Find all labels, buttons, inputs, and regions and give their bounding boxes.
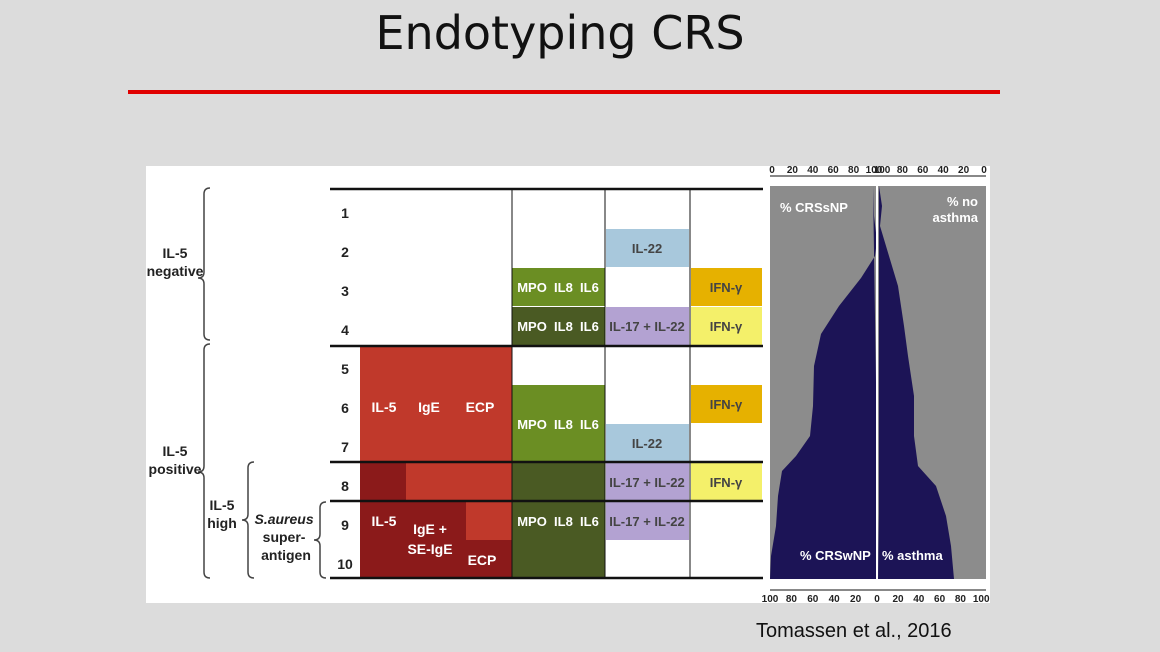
text-ige: IgE [418, 399, 440, 415]
cell-ifn-row4 [691, 307, 762, 345]
axis-bottom-tick: 100 [762, 594, 779, 603]
text-ecp: ECP [466, 399, 495, 415]
row-number-10: 10 [337, 556, 353, 572]
cell-mpo-row4 [512, 307, 605, 345]
row-number-4: 4 [341, 322, 349, 338]
text-ige-se: IgE + SE-IgE [407, 521, 452, 557]
row-number-5: 5 [341, 361, 349, 377]
cell-mpo-row3 [512, 268, 605, 306]
axis-bottom-tick: 20 [892, 594, 904, 603]
axis-top-tick: 20 [958, 166, 970, 176]
label-il5-high: IL-5 high [207, 497, 237, 531]
cell-ifn-row3 [691, 268, 762, 306]
text-ifn-row4: IFN-γ [710, 319, 743, 334]
cell-mpo-row6-7 [512, 385, 605, 462]
axis-top-tick: 20 [787, 166, 799, 176]
group-brackets [197, 187, 327, 579]
axis-top-tick: 0 [769, 166, 775, 176]
axis-top-tick: 60 [917, 166, 929, 176]
text-ecp-low: ECP [468, 552, 497, 568]
cell-il17-row4 [606, 307, 689, 345]
profile-crswnp-area [770, 186, 879, 579]
label-il5-negative: IL-5 negative [147, 245, 204, 279]
text-il22-row2: IL-22 [632, 241, 662, 256]
text-ifn-row3: IFN-γ [710, 280, 743, 295]
row-numbers: 1 2 3 4 5 6 7 8 9 10 [337, 205, 353, 572]
axis-top-tick: 60 [828, 166, 840, 176]
cell-th2-row8-dark [360, 463, 406, 501]
row-number-2: 2 [341, 244, 349, 260]
axis-bottom-tick: 40 [829, 594, 841, 603]
cell-il17-row9 [606, 502, 689, 540]
citation: Tomassen et al., 2016 [756, 620, 952, 642]
text-mpo-row9: MPO IL8 IL6 [517, 514, 599, 529]
axis-top-tick: 0 [981, 166, 987, 176]
axis-bottom-tick: 100 [973, 594, 990, 603]
bracket-il5-negative [197, 187, 211, 341]
row-number-7: 7 [341, 439, 349, 455]
label-crswnp: % CRSwNP [800, 548, 871, 563]
bracket-il5-positive [197, 343, 211, 579]
label-saureus: S.aureus super- antigen [254, 511, 317, 563]
row-number-9: 9 [341, 517, 349, 533]
endotype-figure: IL-5 negative IL-5 positive IL-5 high S.aur… [146, 166, 990, 603]
text-mpo-row6-7: MPO IL8 IL6 [517, 417, 599, 432]
cell-il22-row2 [606, 229, 689, 267]
cell-il17-row8 [606, 463, 689, 501]
cell-ifn-row8 [691, 463, 762, 501]
text-mpo-row3: MPO IL8 IL6 [517, 280, 599, 295]
text-mpo-row4: MPO IL8 IL6 [517, 319, 599, 334]
profile-asthma-area [879, 186, 954, 579]
label-il5-positive: IL-5 positive [149, 443, 202, 477]
slide-title: Endotyping CRS [375, 6, 745, 60]
axis-bottom-tick: 40 [913, 594, 925, 603]
label-no-asthma: % no asthma [932, 194, 978, 225]
axis-top-tick: 40 [938, 166, 950, 176]
axis-top-tick: 100 [866, 166, 883, 176]
axis-top-tick: 40 [807, 166, 819, 176]
text-il17-row4: IL-17 + IL-22 [609, 319, 685, 334]
row-number-8: 8 [341, 478, 349, 494]
table-grid [330, 187, 763, 580]
text-il5: IL-5 [372, 399, 397, 415]
label-asthma: % asthma [882, 548, 943, 563]
bracket-saureus [313, 501, 327, 579]
profile-bottom-axis: 100 80 60 40 20 0 20 40 60 80 100 [762, 594, 990, 603]
cell-th2-row8 [406, 463, 512, 501]
text-il17-row8: IL-17 + IL-22 [609, 475, 685, 490]
axis-bottom-tick: 60 [934, 594, 946, 603]
text-il22-row7: IL-22 [632, 436, 662, 451]
text-ifn-row8: IFN-γ [710, 475, 743, 490]
title-divider [128, 90, 1000, 94]
profile-chart: % CRSsNP % no asthma % CRSwNP % asthma 0 2… [762, 166, 990, 603]
endotype-diagram: IL-5 negative IL-5 positive IL-5 high S.aur… [147, 166, 990, 603]
axis-bottom-tick: 0 [874, 594, 880, 603]
row-number-6: 6 [341, 400, 349, 416]
axis-bottom-tick: 60 [807, 594, 819, 603]
axis-bottom-tick: 80 [955, 594, 967, 603]
axis-top-tick: 80 [897, 166, 909, 176]
cell-th2-low-red [466, 502, 512, 540]
cell-il22-row7 [606, 424, 689, 462]
row-number-3: 3 [341, 283, 349, 299]
axis-top-tick: 100 [874, 166, 891, 176]
axis-bottom-tick: 80 [786, 594, 798, 603]
label-crssnp: % CRSsNP [780, 200, 848, 215]
text-il17-row9: IL-17 + IL-22 [609, 514, 685, 529]
axis-bottom-tick: 20 [850, 594, 862, 603]
cell-mpo-row8-10 [512, 463, 605, 578]
text-il5-low: IL-5 [372, 513, 397, 529]
row-number-1: 1 [341, 205, 349, 221]
cell-th2-block [360, 346, 512, 461]
cell-ifn-row6 [691, 385, 762, 423]
text-ifn-row6: IFN-γ [710, 397, 743, 412]
axis-top-tick: 80 [848, 166, 860, 176]
bracket-il5-high [241, 461, 255, 579]
